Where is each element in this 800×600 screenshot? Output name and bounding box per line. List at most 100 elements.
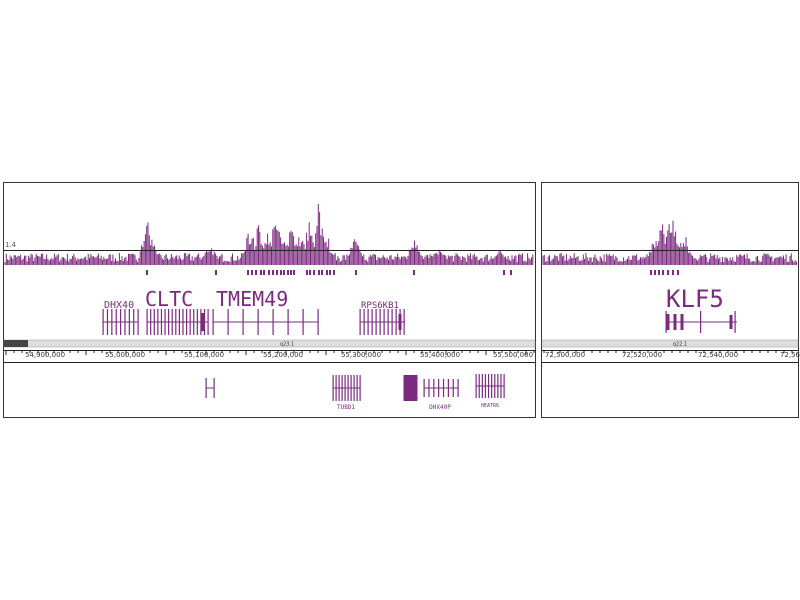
- exon: [120, 309, 122, 335]
- exon: [406, 375, 410, 401]
- exon: [414, 375, 418, 401]
- exon: [403, 375, 407, 401]
- peak-call: [290, 270, 292, 275]
- exon: [729, 315, 733, 329]
- peak-call: [260, 270, 262, 275]
- exon: [452, 379, 454, 397]
- coordinate-label: 55,000,000: [105, 351, 145, 359]
- peak-call: [280, 270, 282, 275]
- exon: [383, 309, 385, 335]
- peak-call: [672, 270, 674, 275]
- exon: [302, 309, 304, 335]
- peak-call: [677, 270, 679, 275]
- peak-call: [329, 270, 331, 275]
- gene-label: HEATR6: [481, 403, 499, 409]
- peak-call: [251, 270, 253, 275]
- exon: [484, 374, 487, 398]
- scale-label: 1.4: [5, 241, 17, 249]
- exon: [503, 374, 505, 398]
- coordinate-label: 55,500,000: [493, 351, 533, 359]
- exon: [182, 309, 184, 335]
- peak-call: [503, 270, 505, 275]
- peak-call: [263, 270, 265, 275]
- exon: [680, 314, 684, 330]
- exon: [438, 379, 440, 397]
- exon: [665, 311, 667, 333]
- exon: [338, 375, 340, 401]
- peak-call: [306, 270, 308, 275]
- exon: [157, 309, 159, 335]
- exon: [137, 309, 139, 335]
- exon: [171, 309, 173, 335]
- exon: [193, 309, 195, 335]
- exon: [185, 309, 188, 335]
- coordinate-label: 55,400,000: [420, 351, 460, 359]
- exon: [150, 309, 152, 335]
- exon: [205, 378, 207, 398]
- coordinate-label: 72,520,000: [622, 351, 662, 359]
- exon: [272, 309, 274, 335]
- exon: [350, 375, 352, 401]
- ideogram-band: [4, 340, 28, 347]
- peak-call: [247, 270, 249, 275]
- exon: [666, 314, 670, 330]
- exon: [189, 309, 191, 335]
- exon: [111, 309, 113, 335]
- gene-label: RPS6KB1: [361, 301, 399, 311]
- exon: [673, 314, 677, 330]
- exon: [487, 374, 490, 398]
- peak-call: [255, 270, 257, 275]
- exon: [367, 309, 369, 335]
- exon: [500, 374, 502, 398]
- exon: [447, 379, 449, 397]
- peak-call: [272, 270, 274, 275]
- exon: [359, 309, 361, 335]
- peak-call: [313, 270, 315, 275]
- left-panel: [3, 182, 536, 418]
- peak-call: [662, 270, 664, 275]
- gene-label: TMEM49: [216, 287, 288, 311]
- exon: [212, 309, 214, 335]
- exon: [317, 309, 319, 335]
- gene-models: [102, 309, 737, 401]
- exon: [700, 311, 702, 333]
- band-label: q23.1: [280, 342, 294, 348]
- coordinate-label: 55,300,000: [341, 351, 381, 359]
- exon: [481, 374, 483, 398]
- coordinate-label: 55,100,000: [184, 351, 224, 359]
- peak-call: [283, 270, 285, 275]
- exon: [335, 375, 337, 401]
- peak-call: [268, 270, 270, 275]
- gene-label: DHX40: [104, 300, 134, 311]
- exon: [196, 309, 198, 335]
- exon: [494, 374, 496, 398]
- exon: [475, 374, 477, 398]
- exon: [207, 309, 209, 335]
- ideogram: [3, 339, 536, 348]
- exon: [478, 374, 480, 398]
- exon: [160, 309, 163, 335]
- exon: [442, 379, 445, 397]
- peak-call: [510, 270, 512, 275]
- exon: [398, 314, 402, 330]
- exon: [428, 379, 430, 397]
- exon: [128, 309, 130, 335]
- exon: [287, 309, 289, 335]
- peak-call: [413, 270, 415, 275]
- exon: [242, 309, 244, 335]
- exon: [371, 309, 373, 335]
- band-label: q22.1: [673, 342, 687, 348]
- signal: [542, 220, 797, 265]
- peak-call: [276, 270, 278, 275]
- peak-call: [654, 270, 656, 275]
- exon: [175, 309, 177, 335]
- exon: [387, 309, 389, 335]
- peak-call: [333, 270, 335, 275]
- exon: [457, 379, 459, 397]
- peak-call: [318, 270, 320, 275]
- exon: [409, 375, 412, 401]
- exon: [491, 374, 493, 398]
- peak-call: [146, 270, 148, 275]
- exon: [124, 309, 126, 335]
